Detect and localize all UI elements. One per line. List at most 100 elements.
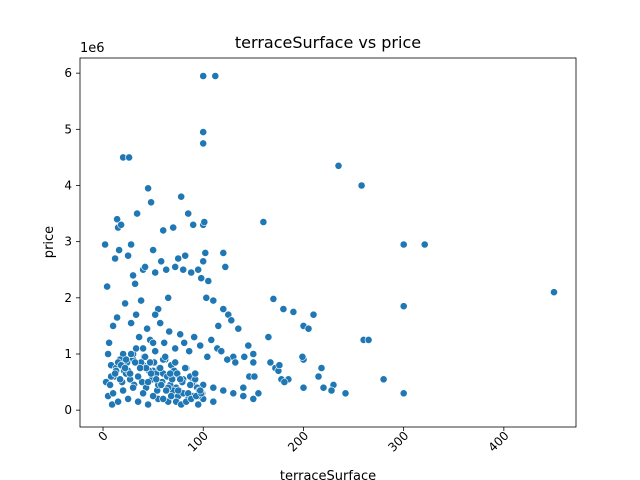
y-tick-label: 3 [64,235,72,249]
data-point [244,341,253,350]
data-point [125,153,134,162]
data-point [109,389,117,398]
data-point [209,397,218,406]
data-point [341,389,350,398]
data-point [116,375,124,384]
data-point [103,282,111,291]
data-point [111,369,119,378]
data-point [187,268,196,277]
data-point [165,327,174,336]
data-point [249,394,258,403]
data-point [266,358,275,367]
data-point [176,375,185,384]
data-point [181,364,190,372]
data-point [194,400,203,409]
data-point [190,333,199,341]
y-tick-label: 2 [64,291,72,305]
y-axis-offset-label: 1e6 [80,41,105,56]
data-point [191,369,200,378]
data-point [121,364,129,372]
data-point [207,335,216,344]
data-point [143,324,151,333]
data-point [174,386,183,395]
data-point [144,184,152,193]
data-point [177,192,186,201]
data-point [314,372,323,381]
data-point [131,358,139,367]
data-point [105,338,113,347]
data-point [259,218,268,226]
data-point [159,394,168,403]
y-tick-label: 0 [64,403,72,417]
data-point [219,248,228,257]
data-point [196,386,205,395]
data-point [309,310,318,319]
data-point [550,288,558,297]
data-point [147,369,155,378]
data-point [269,294,278,303]
data-point [132,344,140,353]
data-point [186,380,195,389]
data-point [298,352,307,361]
data-point [240,352,249,361]
data-point [151,347,160,356]
data-point [117,220,125,229]
data-point [194,265,203,274]
data-point [219,386,228,395]
data-point [124,394,133,403]
x-axis-ticks: 0 100 200 300 400 [96,427,512,455]
data-point [420,240,429,249]
y-tick-label: 5 [64,122,72,136]
data-point [135,333,143,341]
data-point [179,265,188,274]
data-point [113,313,121,322]
data-point [104,350,112,358]
data-point [327,386,336,395]
data-point [127,240,136,249]
data-point [364,335,373,344]
data-point [219,305,228,313]
data-point [152,375,161,384]
data-point [109,321,117,330]
data-point [136,364,144,372]
data-point [137,296,145,305]
data-point [399,302,408,311]
data-point [199,139,208,148]
data-point [239,383,248,392]
data-point [174,254,183,263]
data-point [357,181,366,190]
data-point [122,355,130,364]
data-point [199,257,208,266]
data-point [166,369,175,378]
plot-frame [79,57,577,428]
data-point [280,378,289,386]
data-point [227,316,236,325]
data-point [126,369,135,378]
data-point [299,383,308,392]
y-tick-label: 1 [64,347,72,361]
data-point [157,257,166,266]
data-point [264,333,273,341]
data-point [151,310,160,319]
data-point [180,338,189,347]
data-point [119,386,127,395]
data-point [379,375,388,384]
data-point [134,372,142,381]
data-point [275,361,284,370]
data-point [289,307,298,316]
data-point [239,392,248,400]
data-point [144,400,152,409]
data-point [399,389,408,398]
data-point [203,352,212,361]
data-point [221,262,230,271]
data-point [134,397,142,406]
data-point [139,389,147,398]
data-point [124,251,133,260]
data-points [101,72,558,409]
y-axis-label: price [42,226,57,258]
data-point [162,265,171,274]
data-point [167,392,176,400]
data-point [201,248,210,257]
